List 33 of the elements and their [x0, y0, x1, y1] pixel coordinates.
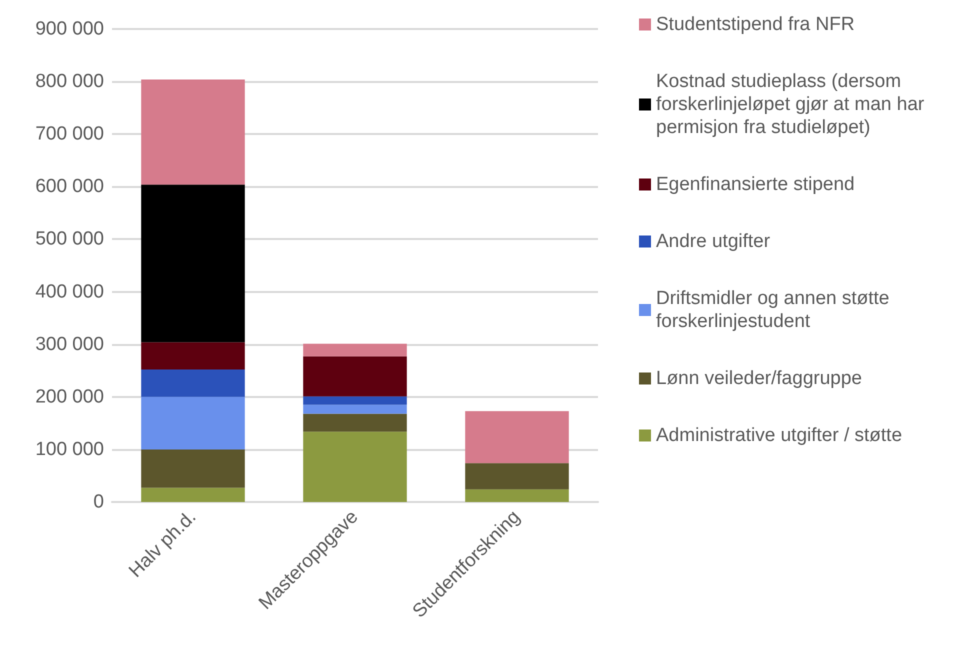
bar [303, 356, 407, 396]
bar [303, 404, 407, 414]
bar [141, 488, 245, 502]
bar [303, 432, 407, 502]
bar [465, 411, 569, 464]
legend-label: Studentstipend fra NFR [656, 14, 855, 35]
legend-label: Driftsmidler og annen støtte forskerlinjestudent [656, 288, 895, 332]
legend-label: Lønn veileder/faggruppe [656, 368, 862, 389]
legend-label: Kostnad studieplass (dersom forskerlinjeløpet gjør at man har permisjon fra studieløpet) [656, 71, 930, 138]
bar [303, 396, 407, 405]
legend-label: Egenfinansierte stipend [656, 174, 855, 195]
bar [141, 342, 245, 370]
y-tick-label: 600 000 [35, 176, 104, 198]
legend-label: Andre utgifter [656, 231, 771, 252]
bar [141, 396, 245, 450]
y-tick-label: 0 [93, 492, 104, 512]
bar [141, 79, 245, 185]
y-tick-label: 900 000 [35, 18, 104, 40]
bar [141, 184, 245, 342]
bar [465, 489, 569, 502]
bar [303, 414, 407, 432]
bar [141, 449, 245, 488]
legend-label: Administrative utgifter / støtte [656, 425, 902, 446]
y-tick-label: 700 000 [35, 124, 104, 145]
y-tick-label: 800 000 [35, 71, 104, 92]
bar [465, 463, 569, 490]
y-tick-label: 300 000 [35, 334, 104, 355]
y-tick-label: 100 000 [35, 438, 104, 460]
y-tick-label: 500 000 [35, 228, 104, 250]
bar [141, 370, 245, 397]
bar [303, 344, 407, 356]
y-tick-label: 200 000 [35, 386, 104, 408]
y-tick-label: 400 000 [35, 281, 104, 302]
